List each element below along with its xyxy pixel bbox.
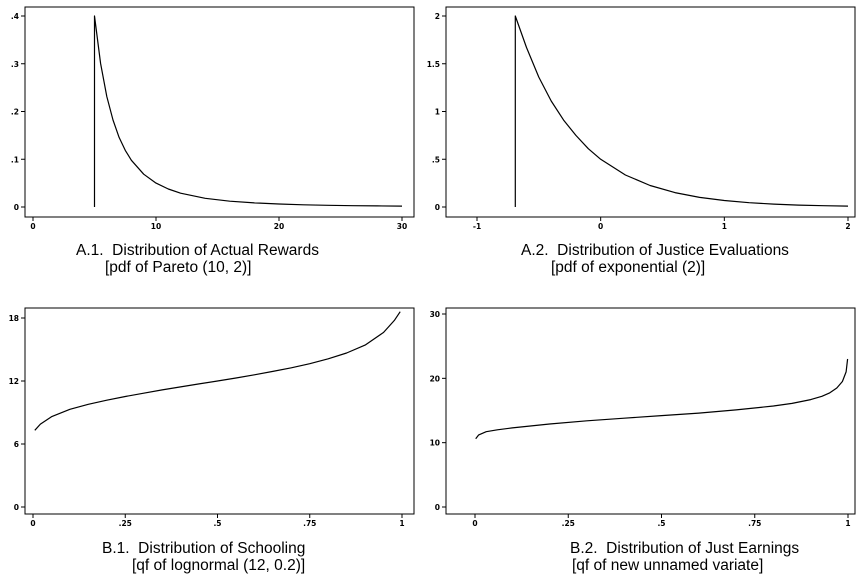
y-tick-label: .5 xyxy=(432,155,440,164)
x-tick-label: .5 xyxy=(657,519,665,528)
caption-b2-title: B.2. Distribution of Just Earnings xyxy=(570,540,800,557)
y-tick-label: 18 xyxy=(9,314,19,323)
x-tick-label: 1 xyxy=(722,222,727,231)
series-line xyxy=(475,358,849,440)
x-tick-label: .25 xyxy=(562,519,575,528)
panel-b1: 0 .25 .5 .75 1 0 6 12 18 B.1. Distribution of Sc… xyxy=(0,290,420,580)
y-tick-label: 2 xyxy=(435,12,440,21)
y-tick-label: 1.5 xyxy=(427,60,440,69)
y-tick-label: .4 xyxy=(11,12,19,21)
x-tick-label: 1 xyxy=(845,519,850,528)
x-tick-label: 0 xyxy=(30,519,35,528)
chart-b1: 0 .25 .5 .75 1 0 6 12 18 xyxy=(9,307,415,528)
chart-a2: -1 0 1 2 0 .5 1 1.5 2 xyxy=(427,6,856,231)
x-tick-label: .75 xyxy=(303,519,316,528)
caption-a2-title: A.2. Distribution of Justice Evaluations xyxy=(521,242,789,259)
x-tick-label: 10 xyxy=(151,222,161,231)
caption-a1-subtitle: [pdf of Pareto (10, 2)] xyxy=(105,259,252,276)
y-tick-label: .2 xyxy=(11,108,19,117)
x-tick-label: 0 xyxy=(472,519,477,528)
plot-frame xyxy=(24,6,415,218)
x-tick-label: 20 xyxy=(274,222,284,231)
x-tick-label: 1 xyxy=(399,519,404,528)
y-tick-label: 0 xyxy=(435,203,440,212)
caption-b1-subtitle: [qf of lognormal (12, 0.2)] xyxy=(132,557,306,574)
caption-a2-subtitle: [pdf of exponential (2)] xyxy=(551,259,706,276)
caption-b2-subtitle: [qf of new unnamed variate] xyxy=(572,557,764,574)
caption-a1-title: A.1. Distribution of Actual Rewards xyxy=(76,242,319,259)
x-tick-label: 0 xyxy=(598,222,603,231)
x-tick-label: 30 xyxy=(397,222,407,231)
y-tick-label: .3 xyxy=(11,60,19,69)
y-tick-label: .1 xyxy=(11,155,19,164)
y-tick-label: 1 xyxy=(435,108,440,117)
y-tick-label: 10 xyxy=(430,439,440,448)
y-tick-label: 20 xyxy=(430,374,440,383)
panel-b2: 0.25.5.75 1 0 10 20 30 B.2. Distribution of J… xyxy=(428,290,859,580)
y-tick-label: 12 xyxy=(9,377,19,386)
x-tick-label: .75 xyxy=(748,519,761,528)
y-tick-label: 0 xyxy=(14,503,19,512)
chart-a1: 0 10 20 30 0 .1 .2 .3 .4 xyxy=(11,6,415,231)
plot-frame xyxy=(445,307,856,515)
panel-a1: 0 10 20 30 0 .1 .2 .3 .4 A.1. Distribution of Ac… xyxy=(0,0,420,280)
x-tick-label: .5 xyxy=(213,519,221,528)
series-line xyxy=(514,15,849,207)
series-line xyxy=(93,15,403,207)
y-tick-label: 0 xyxy=(14,203,19,212)
panel-a2: -1 0 1 2 0 .5 1 1.5 2 A.2. Distribution of Justi… xyxy=(427,0,859,280)
x-tick-label: 0 xyxy=(30,222,35,231)
caption-b1-title: B.1. Distribution of Schooling xyxy=(102,540,306,557)
y-tick-label: 6 xyxy=(14,440,19,449)
y-tick-label: 0 xyxy=(435,503,440,512)
x-tick-label: 2 xyxy=(845,222,850,231)
x-tick-label: .25 xyxy=(119,519,132,528)
y-tick-label: 30 xyxy=(430,310,440,319)
plot-frame xyxy=(24,307,415,515)
x-tick-label: -1 xyxy=(473,222,481,231)
series-line xyxy=(34,311,401,431)
